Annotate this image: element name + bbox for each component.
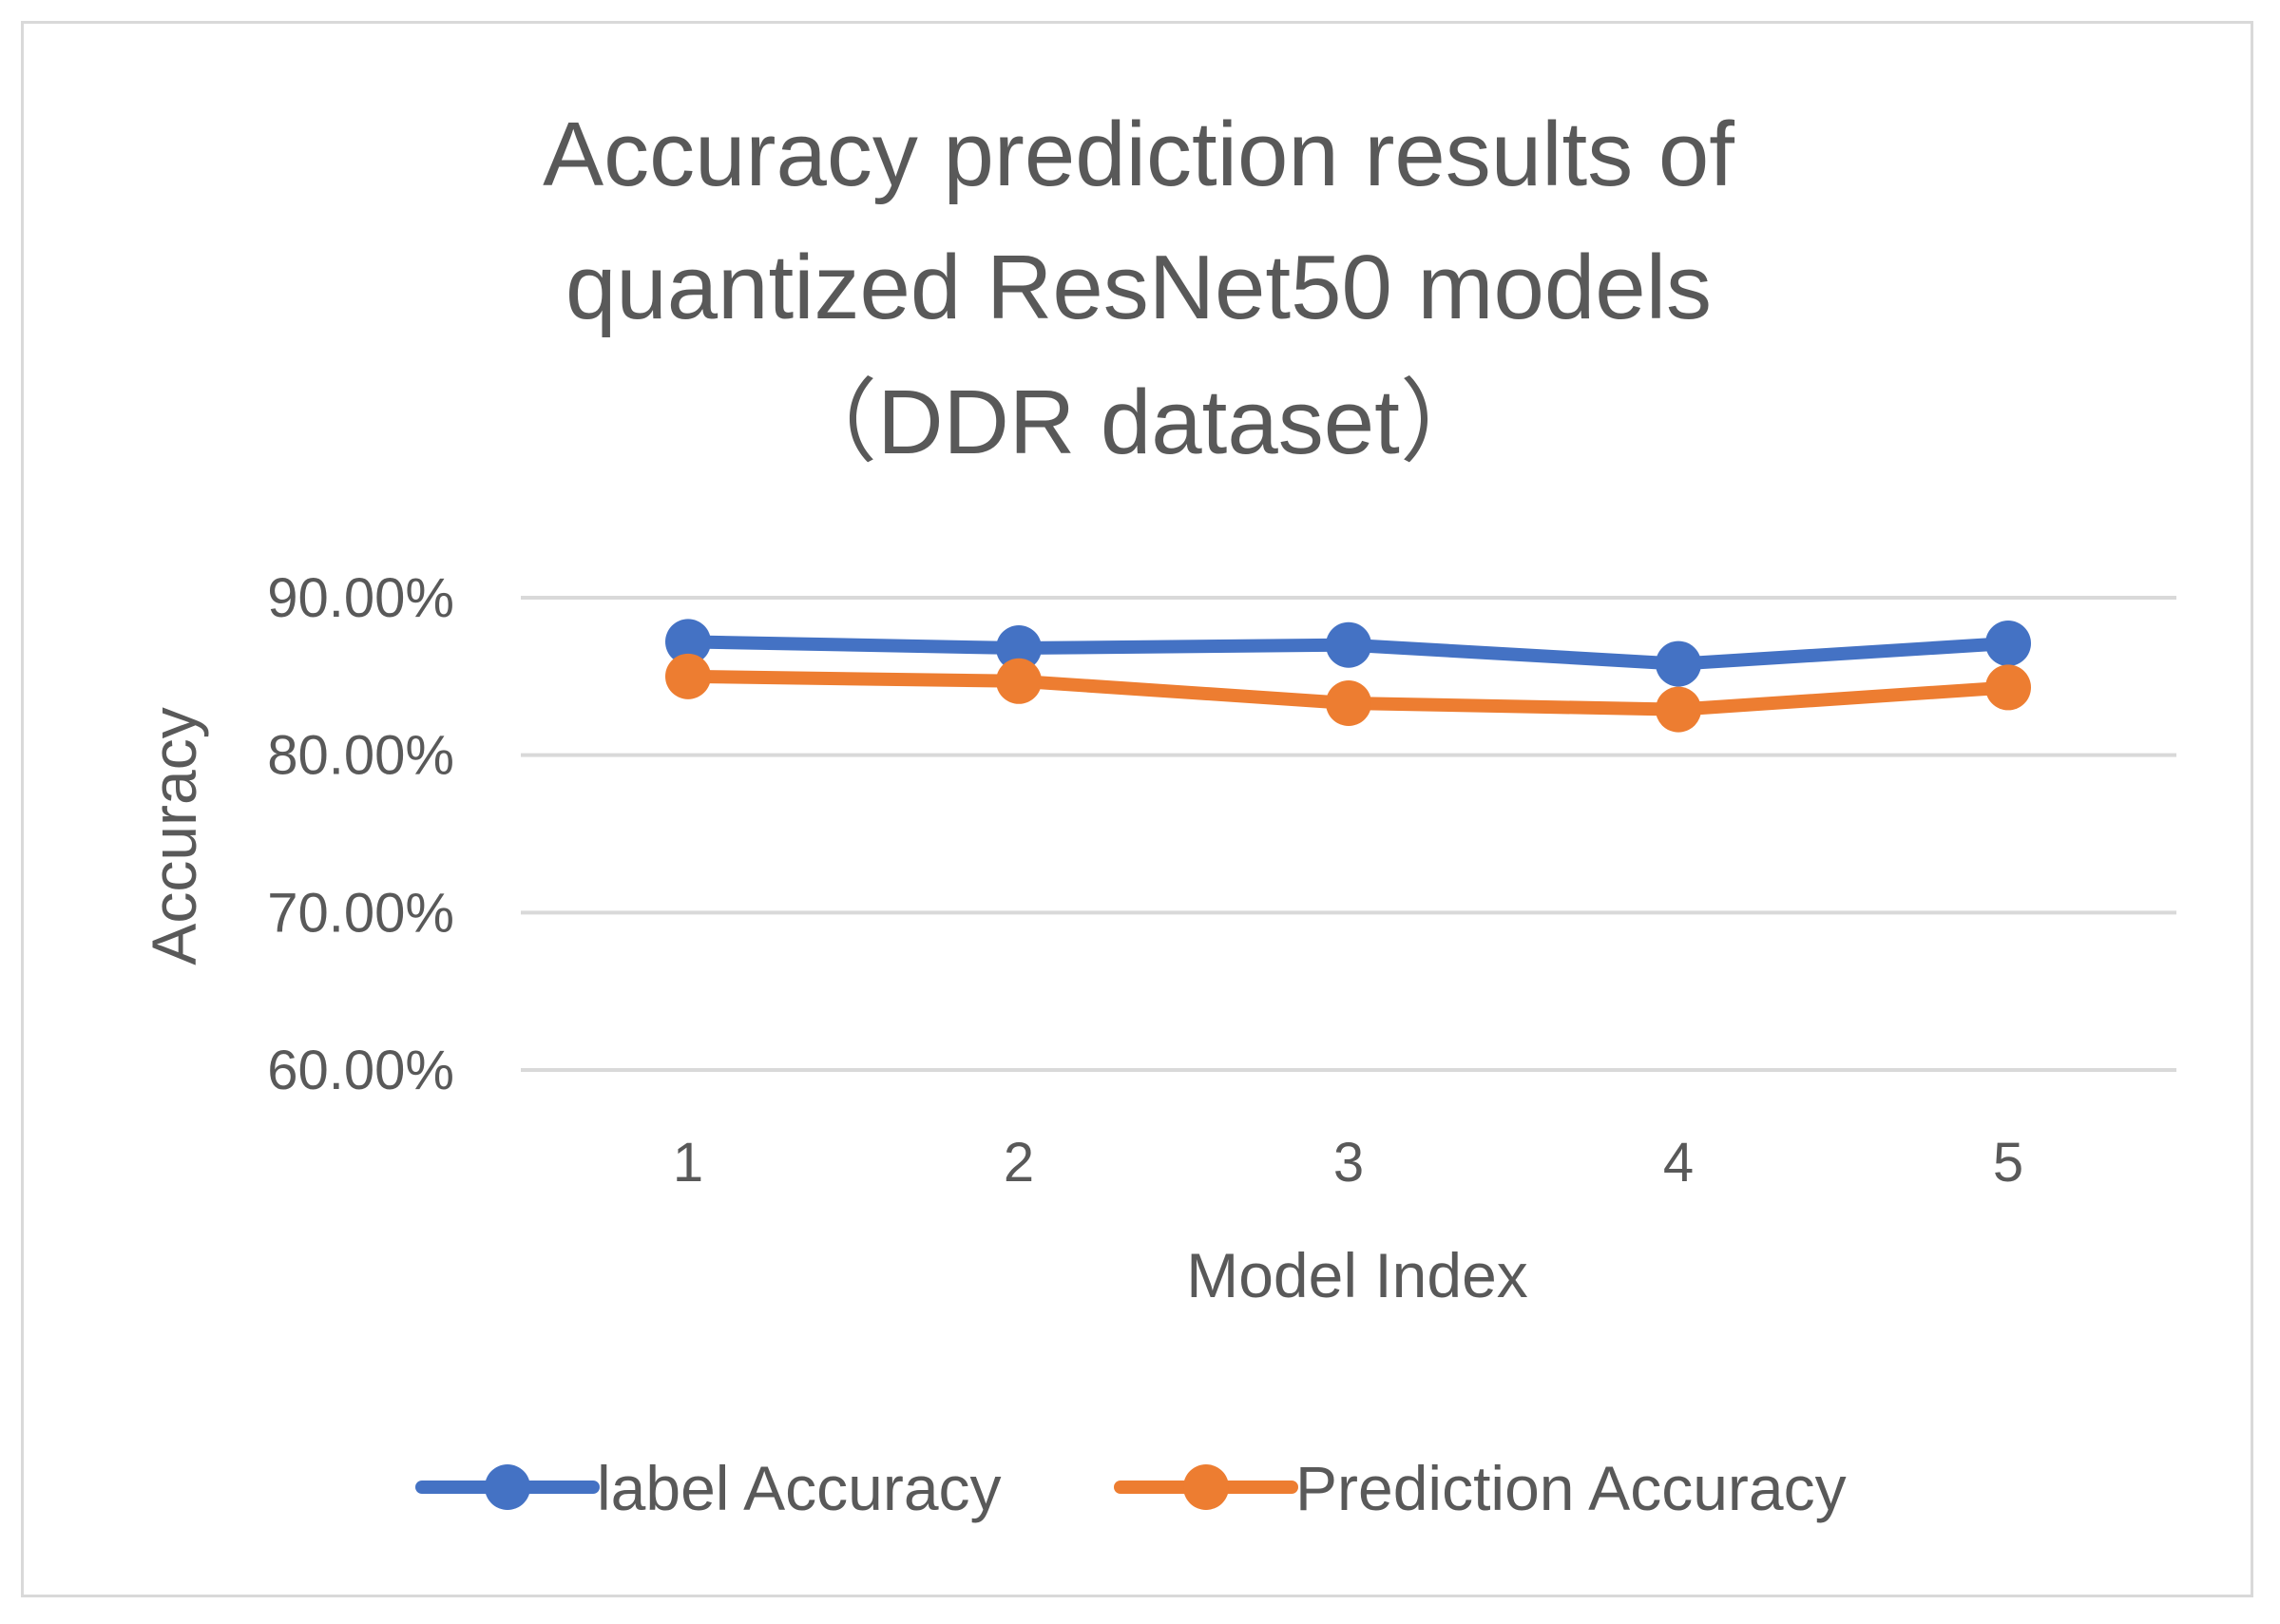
data-point xyxy=(1985,664,2031,711)
chart-title-line-2: quantized ResNet50 models xyxy=(565,237,1712,338)
chart-frame xyxy=(21,21,2253,1597)
legend-marker xyxy=(1183,1464,1229,1510)
chart-title: Accuracy prediction results of quantized… xyxy=(543,104,1734,473)
x-tick-label: 2 xyxy=(1004,1132,1034,1194)
y-tick-label: 60.00% xyxy=(267,1040,454,1101)
gridlines xyxy=(521,596,2176,1072)
data-point xyxy=(1656,686,1701,733)
y-tick-label: 90.00% xyxy=(267,567,454,629)
legend-marker xyxy=(485,1464,530,1510)
data-point xyxy=(665,653,711,699)
x-tick-label: 3 xyxy=(1333,1132,1364,1194)
data-point xyxy=(1326,679,1371,726)
x-axis-tick-labels: 1 2 3 4 5 xyxy=(673,1132,2023,1194)
data-point xyxy=(1656,640,1701,687)
legend-item: Prediction Accuracy xyxy=(1114,1453,1847,1523)
data-point xyxy=(665,619,711,665)
x-tick-label: 5 xyxy=(1993,1132,2023,1194)
y-axis-tick-labels: 60.00% 70.00% 80.00% 90.00% xyxy=(267,567,454,1101)
legend-label: label Accuracy xyxy=(597,1453,1002,1523)
data-point xyxy=(1985,621,2031,667)
y-tick-label: 70.00% xyxy=(267,882,454,944)
y-tick-label: 80.00% xyxy=(267,725,454,787)
x-axis-title: Model Index xyxy=(1186,1240,1528,1310)
series-group xyxy=(665,619,2031,733)
data-point xyxy=(1326,621,1371,668)
legend-label: Prediction Accuracy xyxy=(1295,1453,1847,1523)
legend: label Accuracy Prediction Accuracy xyxy=(415,1453,1847,1523)
legend-item: label Accuracy xyxy=(415,1453,1002,1523)
series-0 xyxy=(665,619,2031,687)
chart-title-line-1: Accuracy prediction results of xyxy=(543,104,1734,205)
data-point xyxy=(996,658,1042,704)
chart-title-line-3: （DDR dataset） xyxy=(786,372,1491,473)
y-axis-title: Accuracy xyxy=(139,707,209,965)
data-point xyxy=(996,625,1042,672)
series-1 xyxy=(665,653,2031,733)
x-tick-label: 4 xyxy=(1663,1132,1694,1194)
x-tick-label: 1 xyxy=(673,1132,703,1194)
